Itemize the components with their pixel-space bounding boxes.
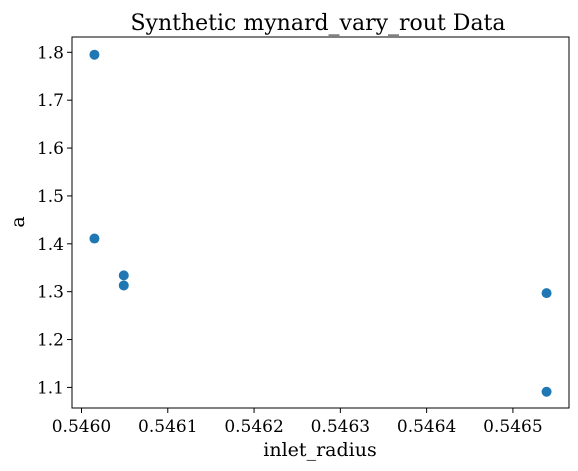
- y-tick-label: 1.5: [37, 187, 64, 207]
- scatter-point: [541, 288, 552, 299]
- scatter-point: [89, 49, 100, 60]
- y-tick-label: 1.4: [37, 235, 64, 255]
- plot-area: [71, 36, 570, 409]
- scatter-point: [118, 280, 129, 291]
- x-tick-label: 0.5463: [311, 417, 370, 437]
- x-tick-label: 0.5465: [483, 417, 542, 437]
- scatter-point: [118, 270, 129, 281]
- chart-title: Synthetic mynard_vary_rout Data: [130, 11, 505, 36]
- data-points: [89, 49, 552, 397]
- x-tick-label: 0.5461: [138, 417, 197, 437]
- scatter-point: [89, 233, 100, 244]
- x-tick-label: 0.5464: [397, 417, 456, 437]
- x-axis: 0.5460 0.5461 0.5462 0.5463 0.5464 0.5465: [52, 408, 543, 437]
- y-axis-label: a: [7, 216, 29, 227]
- x-tick-label: 0.5460: [52, 417, 111, 437]
- y-tick-label: 1.3: [37, 283, 64, 303]
- y-tick-label: 1.8: [37, 43, 64, 63]
- y-tick-label: 1.6: [37, 139, 64, 159]
- x-tick-label: 0.5462: [224, 417, 283, 437]
- y-tick-label: 1.7: [37, 91, 64, 111]
- scatter-point: [541, 386, 552, 397]
- y-axis: 1.1 1.2 1.3 1.4 1.5 1.6 1.7 1.8: [37, 43, 72, 398]
- x-axis-label: inlet_radius: [263, 439, 376, 461]
- y-tick-label: 1.2: [37, 331, 64, 351]
- y-tick-label: 1.1: [37, 378, 64, 398]
